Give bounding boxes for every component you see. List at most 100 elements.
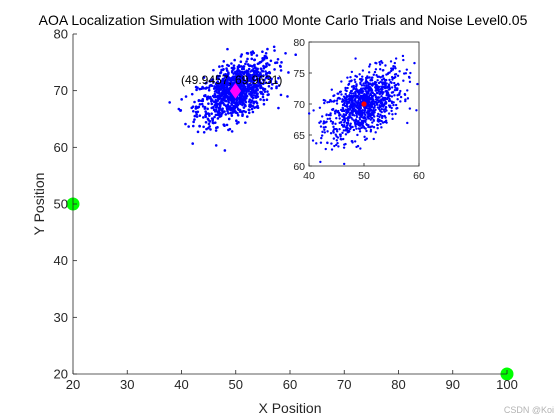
inset-estimate-point: [388, 94, 391, 97]
inset-estimate-point: [383, 114, 386, 118]
inset-estimate-point: [349, 90, 353, 93]
estimate-point: [262, 74, 265, 77]
estimate-point: [221, 111, 225, 114]
inset-estimate-point: [374, 131, 377, 134]
inset-estimate-point: [319, 125, 323, 128]
inset-estimate-point: [373, 111, 376, 114]
estimate-point: [209, 79, 212, 83]
inset-estimate-point: [385, 73, 388, 76]
inset-estimate-point: [360, 84, 364, 87]
estimate-point: [232, 76, 235, 80]
estimate-point: [238, 77, 242, 80]
estimate-point: [191, 105, 195, 108]
estimate-point: [202, 130, 206, 134]
inset-estimate-point: [370, 88, 374, 92]
inset-estimate-point: [374, 89, 377, 92]
main-axes: 20 30 40 50 60 70 80 90 100 20 30 40 50 60 70 80 (49.9…: [31, 27, 518, 417]
estimate-point: [177, 107, 181, 111]
estimate-point: [259, 81, 263, 85]
inset-estimate-point: [356, 111, 360, 115]
estimate-point: [214, 144, 218, 147]
inset-estimate-point: [370, 116, 373, 119]
estimate-point: [248, 73, 251, 77]
estimate-point: [187, 125, 190, 128]
estimate-point: [256, 62, 260, 66]
estimate-point: [200, 102, 204, 106]
estimate-point: [253, 58, 257, 62]
x-tick-label: 30: [120, 377, 134, 392]
inset-estimate-point: [342, 95, 346, 98]
y-tick-label: 50: [54, 197, 68, 212]
estimate-point: [222, 88, 226, 91]
estimate-point: [265, 64, 268, 68]
inset-y-axis-ticks: 60 65 70 75 80: [293, 37, 312, 173]
estimate-point: [241, 101, 245, 105]
estimate-point: [261, 87, 265, 90]
inset-estimate-point: [408, 76, 411, 79]
estimate-point: [222, 123, 226, 126]
inset-estimate-point: [381, 87, 384, 91]
inset-estimate-point: [376, 106, 380, 109]
inset-estimate-point: [365, 137, 368, 140]
inset-estimate-point: [377, 120, 380, 123]
inset-estimate-point: [362, 82, 365, 85]
inset-estimate-point: [346, 122, 349, 126]
inset-estimate-point: [342, 162, 346, 166]
estimate-point: [240, 93, 244, 97]
inset-estimate-point: [387, 112, 391, 115]
inset-estimate-point: [384, 64, 387, 67]
estimate-point: [202, 76, 206, 79]
estimate-point: [260, 90, 263, 94]
estimate-point: [243, 93, 247, 96]
estimate-point: [207, 88, 211, 92]
inset-estimate-point: [345, 95, 348, 98]
inset-estimate-point: [344, 128, 348, 132]
inset-estimate-point: [371, 91, 374, 94]
y-tick-label: 70: [54, 83, 68, 98]
estimate-point: [217, 82, 220, 85]
inset-estimate-point: [336, 136, 340, 139]
inset-estimate-point: [380, 78, 384, 82]
inset-estimate-point: [338, 127, 341, 131]
estimate-point: [218, 111, 222, 115]
inset-estimate-point: [363, 135, 366, 139]
estimate-point: [227, 71, 230, 75]
estimate-point: [262, 98, 266, 102]
estimate-point: [207, 122, 211, 126]
y-tick-label: 40: [54, 253, 68, 268]
inset-estimate-point: [398, 70, 401, 73]
inset-estimate-point: [371, 99, 375, 102]
mean-annotation: (49.9457, 69.9631): [181, 73, 282, 87]
estimate-point: [246, 77, 249, 80]
estimate-point: [254, 96, 258, 99]
estimate-point: [207, 112, 210, 115]
inset-estimate-point: [341, 106, 344, 110]
estimate-point: [268, 71, 272, 75]
inset-estimate-point: [328, 100, 331, 104]
watermark-text: CSDN @Koi: [504, 405, 554, 415]
estimate-point: [225, 67, 228, 70]
estimate-point: [254, 67, 258, 70]
estimate-point: [279, 93, 283, 97]
estimate-point: [277, 84, 281, 87]
inset-estimate-point: [374, 84, 377, 88]
estimate-point: [265, 62, 268, 66]
inset-estimate-point: [385, 90, 388, 93]
inset-estimate-point: [399, 100, 402, 103]
inset-estimate-point: [393, 94, 396, 97]
estimate-point: [266, 90, 269, 93]
estimate-point: [193, 118, 196, 121]
inset-estimate-point: [380, 107, 384, 111]
inset-estimate-point: [376, 123, 379, 127]
inset-estimate-point: [364, 82, 367, 85]
estimate-point: [179, 109, 182, 112]
estimate-point: [241, 110, 244, 113]
x-tick-label: 100: [496, 377, 518, 392]
inset-estimate-point: [347, 101, 350, 105]
inset-estimate-point: [340, 100, 344, 103]
inset-estimate-point: [399, 89, 402, 93]
inset-estimate-point: [332, 137, 336, 140]
estimate-point: [218, 104, 222, 108]
inset-estimate-point: [359, 82, 362, 86]
